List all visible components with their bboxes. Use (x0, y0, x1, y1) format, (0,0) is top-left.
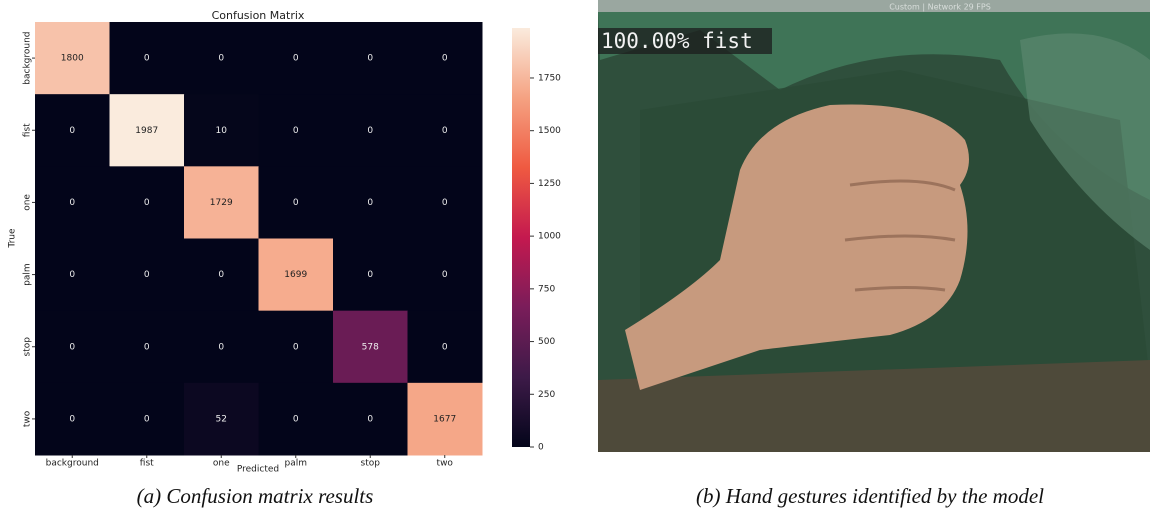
cell-label: 0 (293, 126, 299, 136)
cell-label: 10 (216, 126, 228, 136)
colorbar-tick-label: 1000 (538, 232, 561, 242)
x-tick-label: palm (285, 459, 308, 469)
cell-label: 0 (442, 342, 448, 352)
cell-label: 0 (367, 198, 373, 208)
cell-label: 1729 (210, 198, 233, 208)
cell-label: 0 (442, 198, 448, 208)
caption: (a) Confusion matrix results (137, 484, 374, 508)
figure: Confusion Matrix Predicted True Custom |… (0, 0, 1160, 516)
x-tick-label: two (437, 459, 454, 469)
cell-label: 0 (144, 414, 150, 424)
y-tick-label: one (23, 194, 33, 211)
x-tick-label: fist (140, 459, 154, 469)
y-tick-label: palm (23, 263, 33, 286)
colorbar-tick-label: 500 (538, 337, 555, 347)
colorbar-tick-label: 1500 (538, 126, 561, 136)
cell-label: 0 (293, 198, 299, 208)
colorbar-tick-label: 1750 (538, 73, 561, 83)
page: {"chart_data": {"type": "heatmap", "titl… (0, 0, 1160, 520)
photo: Custom | Network 29 FPS 100.00% fist (598, 0, 1150, 452)
cell-label: 0 (69, 126, 75, 136)
caption: (b) Hand gestures identified by the mode… (696, 484, 1044, 508)
colorbar (512, 28, 530, 447)
cell-label: 1800 (61, 54, 84, 64)
y-tick-label: stop (23, 337, 33, 357)
cell-label: 0 (442, 54, 448, 64)
cell-label: 0 (367, 414, 373, 424)
cell-label: 0 (144, 342, 150, 352)
cell-label: 0 (69, 414, 75, 424)
x-tick-label: stop (361, 459, 381, 469)
cell-label: 0 (69, 198, 75, 208)
colorbar-tick-label: 750 (538, 284, 555, 294)
cell-label: 578 (362, 342, 379, 352)
cell-label: 0 (218, 270, 224, 280)
cell-label: 0 (367, 54, 373, 64)
cell-label: 0 (367, 270, 373, 280)
cell-label: 0 (144, 198, 150, 208)
cell-label: 0 (293, 414, 299, 424)
cell-label: 0 (293, 342, 299, 352)
y-tick-label: fist (23, 123, 33, 137)
cell-label: 1699 (284, 270, 307, 280)
cell-label: 52 (216, 414, 227, 424)
y-tick-label: two (23, 410, 33, 427)
cell-label: 0 (69, 270, 75, 280)
cell-label: 0 (144, 270, 150, 280)
cell-label: 1677 (433, 414, 456, 424)
cell-label: 0 (293, 54, 299, 64)
colorbar-tick-label: 0 (538, 443, 544, 453)
y-tick-label: background (23, 31, 33, 84)
cell-label: 0 (442, 126, 448, 136)
chart-title: Confusion Matrix (212, 9, 305, 22)
cell-label: 0 (442, 270, 448, 280)
cell-label: 0 (144, 54, 150, 64)
cell-label: 0 (218, 54, 224, 64)
cell-label: 0 (218, 342, 224, 352)
colorbar-tick-label: 1250 (538, 179, 561, 189)
prediction-label: 100.00% fist (601, 29, 753, 53)
cell-label: 0 (367, 126, 373, 136)
x-tick-label: background (46, 459, 99, 469)
cell-label: 0 (69, 342, 75, 352)
x-tick-label: one (213, 459, 230, 469)
y-axis-label: True (8, 228, 18, 249)
window-title: Custom | Network 29 FPS (889, 3, 991, 12)
colorbar-tick-label: 250 (538, 390, 555, 400)
x-axis-label: Predicted (237, 465, 279, 475)
cell-label: 1987 (135, 126, 158, 136)
